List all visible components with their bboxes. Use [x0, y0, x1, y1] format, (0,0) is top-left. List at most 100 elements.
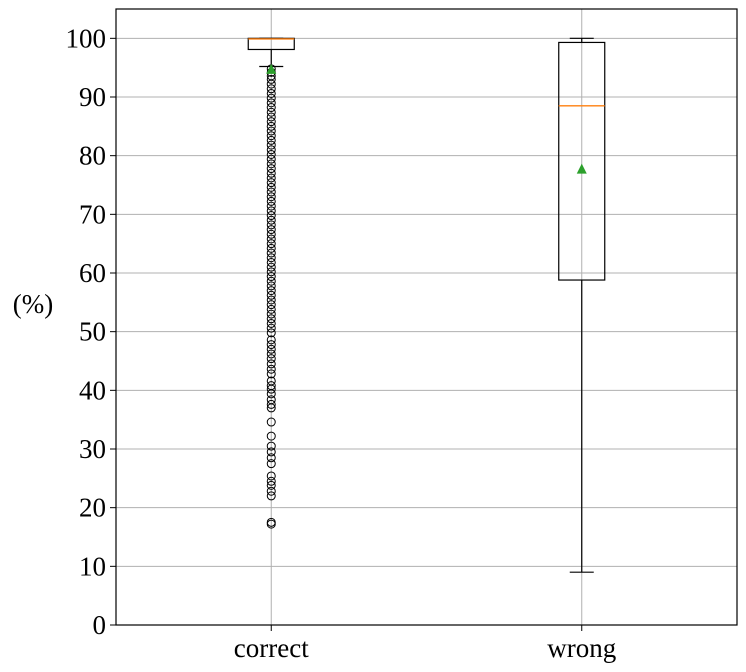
- y-tick-label: 80: [79, 141, 106, 171]
- outlier-point: [266, 486, 276, 496]
- outlier-point: [266, 164, 276, 174]
- outlier-point: [266, 107, 276, 117]
- y-tick-label: 30: [79, 434, 106, 464]
- outlier-point: [266, 126, 276, 136]
- outlier-point: [266, 459, 276, 469]
- box-iqr: [558, 41, 606, 281]
- y-tick-label: 10: [79, 551, 106, 581]
- outlier-point: [266, 441, 276, 451]
- outlier-point: [266, 234, 276, 244]
- outlier-point: [266, 349, 276, 359]
- y-tick-label: 60: [79, 258, 106, 288]
- outlier-point: [266, 88, 276, 98]
- outlier-point: [266, 243, 276, 253]
- outlier-point: [266, 182, 276, 192]
- outlier-point: [266, 281, 276, 291]
- outlier-point: [266, 196, 276, 206]
- outlier-point: [266, 517, 276, 527]
- outlier-point: [266, 253, 276, 263]
- x-tick-label-correct: correct: [234, 633, 309, 663]
- outlier-point: [266, 340, 276, 350]
- y-tick-label: 70: [79, 199, 106, 229]
- outlier-point: [266, 381, 276, 391]
- outlier-point: [266, 206, 276, 216]
- boxes: [247, 37, 606, 573]
- outlier-point: [266, 135, 276, 145]
- outlier-point: [266, 121, 276, 131]
- outlier-point: [266, 93, 276, 103]
- outlier-point: [266, 369, 276, 379]
- y-tick-label: 100: [66, 23, 107, 53]
- outlier-point: [266, 112, 276, 122]
- outlier-point: [266, 453, 276, 463]
- outlier-point: [266, 117, 276, 127]
- plot-area-frame: [115, 8, 738, 626]
- outlier-point: [266, 131, 276, 141]
- outlier-point: [266, 471, 276, 481]
- outlier-point: [266, 431, 276, 441]
- outlier-point: [266, 187, 276, 197]
- outlier-point: [266, 145, 276, 155]
- outlier-point: [266, 262, 276, 272]
- outlier-point: [266, 328, 276, 338]
- outlier-point: [266, 168, 276, 178]
- outlier-point: [266, 399, 276, 409]
- box-wrong: [558, 37, 606, 573]
- outlier-point: [266, 318, 276, 328]
- outlier-point: [266, 220, 276, 230]
- outlier-point: [266, 295, 276, 305]
- outlier-point: [266, 201, 276, 211]
- outlier-point: [266, 323, 276, 333]
- outlier-point: [266, 417, 276, 427]
- y-axis-label: (%): [13, 289, 53, 319]
- outlier-point: [266, 211, 276, 221]
- outlier-point: [266, 84, 276, 94]
- outlier-point: [266, 178, 276, 188]
- outlier-point: [266, 286, 276, 296]
- outlier-point: [266, 74, 276, 84]
- y-axis-ticks: 0 10 20 30 40 50 60 70 80 90 100: [66, 23, 116, 640]
- outlier-point: [266, 229, 276, 239]
- outlier-point: [266, 480, 276, 490]
- outlier-point: [266, 314, 276, 324]
- outlier-point: [266, 276, 276, 286]
- outlier-point: [266, 359, 276, 369]
- y-tick-label: 90: [79, 82, 106, 112]
- outlier-point: [266, 491, 276, 501]
- outlier-point: [266, 300, 276, 310]
- outlier-point: [266, 364, 276, 374]
- outlier-point: [266, 267, 276, 277]
- outlier-point: [266, 395, 276, 405]
- y-tick-label: 20: [79, 493, 106, 523]
- outlier-point: [266, 304, 276, 314]
- outlier-point: [266, 354, 276, 364]
- outlier-point: [266, 272, 276, 282]
- outlier-point: [266, 215, 276, 225]
- outlier-point: [266, 103, 276, 113]
- outlier-point: [266, 173, 276, 183]
- outlier-point: [266, 248, 276, 258]
- x-axis-ticks: correct wrong: [234, 625, 616, 663]
- outlier-point: [266, 98, 276, 108]
- outlier-point: [266, 447, 276, 457]
- outlier-point: [266, 309, 276, 319]
- outlier-point: [266, 290, 276, 300]
- y-tick-label: 0: [93, 610, 107, 640]
- grid-lines: [116, 9, 737, 626]
- y-tick-label: 50: [79, 317, 106, 347]
- mean-marker: [266, 63, 277, 74]
- mean-marker: [576, 163, 587, 174]
- outlier-point: [266, 239, 276, 249]
- outlier-point: [266, 149, 276, 159]
- y-tick-label: 40: [79, 375, 106, 405]
- outlier-point: [266, 159, 276, 169]
- outlier-point: [266, 154, 276, 164]
- outlier-point: [266, 476, 276, 486]
- outlier-point: [266, 344, 276, 354]
- outlier-point: [266, 376, 276, 386]
- box-correct: [247, 37, 295, 529]
- outlier-point: [266, 257, 276, 267]
- x-tick-label-wrong: wrong: [547, 633, 616, 663]
- outlier-point: [266, 192, 276, 202]
